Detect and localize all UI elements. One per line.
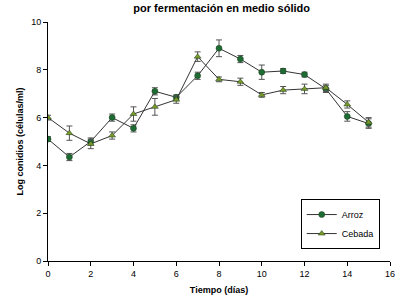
svg-text:Cebada: Cebada	[342, 229, 374, 239]
svg-text:12: 12	[299, 269, 309, 279]
svg-text:6: 6	[36, 113, 41, 123]
svg-text:8: 8	[36, 65, 41, 75]
svg-text:8: 8	[216, 269, 221, 279]
svg-text:Arroz: Arroz	[342, 210, 364, 220]
svg-text:4: 4	[36, 161, 41, 171]
svg-text:Tiempo (días): Tiempo (días)	[190, 285, 248, 295]
svg-text:0: 0	[36, 256, 41, 266]
svg-text:0: 0	[45, 269, 50, 279]
svg-text:6: 6	[174, 269, 179, 279]
svg-text:10: 10	[31, 17, 41, 27]
svg-text:10: 10	[257, 269, 267, 279]
svg-text:2: 2	[88, 269, 93, 279]
svg-text:16: 16	[385, 269, 395, 279]
svg-text:4: 4	[131, 269, 136, 279]
svg-text:Log conidios (células/ml): Log conidios (células/ml)	[15, 87, 25, 195]
svg-text:14: 14	[342, 269, 352, 279]
svg-text:por fermentación en medio sóli: por fermentación en medio sólido	[133, 2, 310, 14]
svg-text:2: 2	[36, 208, 41, 218]
